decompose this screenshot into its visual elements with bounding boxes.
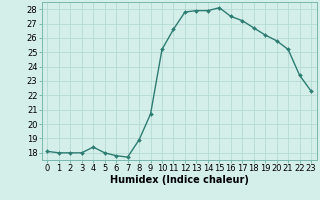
X-axis label: Humidex (Indice chaleur): Humidex (Indice chaleur): [110, 175, 249, 185]
